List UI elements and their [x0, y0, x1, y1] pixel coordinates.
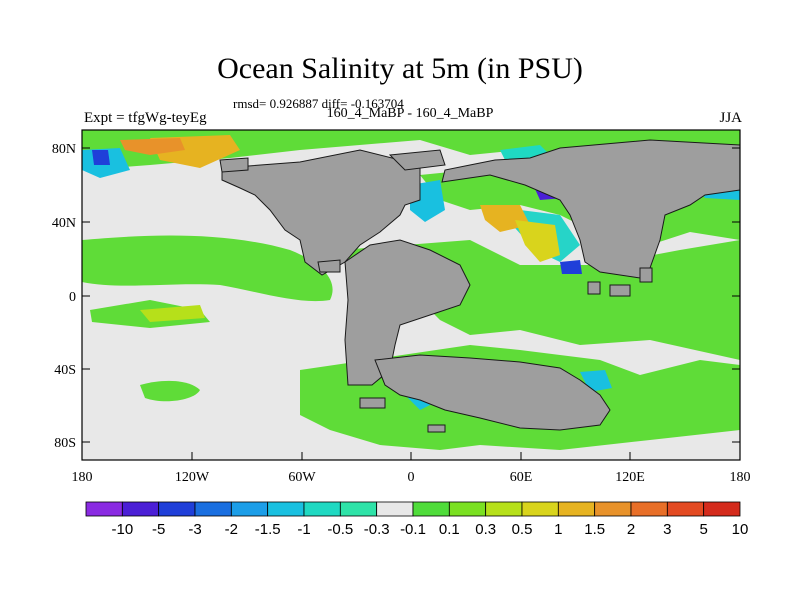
colorbar-box [121, 501, 160, 517]
lon-label: 180 [72, 470, 93, 485]
season-label: JJA [719, 110, 742, 126]
colorbar-box [557, 501, 596, 517]
subtitle: 160_4_MaBP - 160_4_MaBP [326, 106, 494, 121]
island-land [219, 157, 249, 173]
colorbar-box [485, 501, 523, 517]
positive-patch [140, 305, 205, 322]
colorbar-label: -5 [152, 521, 165, 538]
colorbar-box [230, 501, 269, 517]
experiment-label: Expt = tfgWg-teyEg [84, 110, 207, 126]
colorbar-box [703, 501, 741, 517]
colorbar-box [303, 501, 341, 517]
colorbar-box [158, 501, 196, 517]
lon-label: 60E [510, 470, 533, 485]
lon-label: 0 [408, 470, 415, 485]
colorbar-label: -1.5 [255, 521, 281, 538]
lat-label: 0 [69, 290, 76, 305]
colorbar-box [448, 501, 487, 517]
colorbar-label: 0.5 [512, 521, 533, 538]
colorbar-box [339, 501, 378, 517]
lat-label: 40N [52, 216, 76, 231]
colorbar-box [412, 501, 450, 517]
colorbar-label: 1.5 [584, 521, 605, 538]
lon-label: 120W [175, 470, 210, 485]
colorbar-box [376, 501, 414, 517]
colorbar-boxes [85, 501, 741, 517]
strong-negative-patch [92, 150, 110, 165]
page-title: Ocean Salinity at 5m (in PSU) [217, 52, 583, 85]
lon-label: 60W [288, 470, 316, 485]
colorbar-box [666, 501, 705, 517]
colorbar-label: 3 [663, 521, 671, 538]
island-land [609, 284, 631, 297]
island-land [587, 281, 601, 295]
eurasia-land [441, 139, 740, 279]
southern-landmass [374, 354, 611, 431]
south-pacific-patch [140, 380, 200, 402]
colorbar-label: -0.1 [400, 521, 426, 538]
colorbar-box [521, 501, 559, 517]
positive-patch [120, 138, 185, 155]
lon-label: 120E [615, 470, 645, 485]
lat-label: 40S [54, 363, 76, 378]
colorbar-label: 1 [554, 521, 562, 538]
positive-patch [515, 220, 560, 262]
strong-negative-patch [560, 260, 582, 274]
island-land [427, 424, 446, 433]
colorbar-label: -0.3 [364, 521, 390, 538]
greenland-land [388, 149, 446, 171]
lat-label: 80S [54, 436, 76, 451]
colorbar-box [594, 501, 632, 517]
colorbar-label: -2 [225, 521, 238, 538]
island-land [317, 259, 341, 273]
lon-label: 180 [730, 470, 751, 485]
colorbar-labels: -10 -5 -3 -2 -1.5 -1 -0.5 -0.3 -0.1 0.1 0.3 0.5 1 1.5… [111, 521, 748, 538]
south-america-land [344, 239, 471, 386]
colorbar-label: 0.1 [439, 521, 460, 538]
colorbar-box [194, 501, 232, 517]
colorbar-box [267, 501, 305, 517]
colorbar-label: -3 [188, 521, 201, 538]
colorbar-box [630, 501, 668, 517]
colorbar-label: -10 [111, 521, 133, 538]
colorbar-label: -0.5 [327, 521, 353, 538]
colorbar-label: 10 [732, 521, 749, 538]
lat-label: 80N [52, 142, 76, 157]
island-land [639, 267, 653, 283]
colorbar-label: 2 [627, 521, 635, 538]
colorbar-label: -1 [297, 521, 310, 538]
axis-ticks [81, 147, 741, 460]
colorbar-box [85, 501, 123, 517]
colorbar-label: 0.3 [475, 521, 496, 538]
island-land [359, 397, 386, 409]
stats-text: rmsd= 0.926887 diff= -0.163704 [233, 96, 404, 111]
tropical-band-west [82, 235, 333, 302]
colorbar-label: 5 [699, 521, 707, 538]
